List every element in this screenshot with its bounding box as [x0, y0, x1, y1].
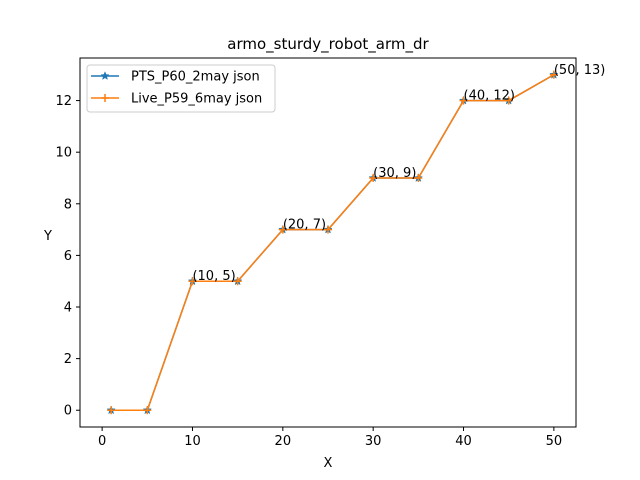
legend-marker-2	[101, 94, 109, 102]
y-axis-label: Y	[43, 229, 52, 244]
data-point-2-7	[369, 173, 378, 182]
axis-ticks: 0 10 20 30 40 50 0 2 4 6 8 10 12	[55, 94, 562, 449]
data-point-2-2	[143, 406, 152, 415]
y-tick-label-3: 4	[64, 301, 72, 316]
x-tick-label-5: 40	[455, 434, 472, 449]
x-tick-label-3: 20	[275, 434, 292, 449]
axes-frame	[79, 57, 577, 428]
y-tick-label-5: 8	[64, 197, 72, 212]
data-point-2-4	[233, 277, 242, 286]
annotation-label-2: (20, 7)	[283, 218, 326, 233]
y-tick-label-2: 2	[64, 352, 72, 367]
y-tick-label-6: 10	[55, 146, 72, 161]
y-tick-label-7: 12	[55, 94, 72, 109]
data-point-2-6	[324, 225, 332, 234]
y-tick-label-1: 0	[64, 404, 72, 419]
series-line-2	[111, 74, 555, 411]
x-tick-label-1: 0	[98, 434, 106, 449]
legend-label-1: PTS_P60_2may json	[131, 70, 260, 85]
y-tick-label-4: 6	[64, 249, 72, 264]
data-point-2-11	[549, 70, 558, 79]
data-point-2-8	[414, 173, 423, 182]
legend-marker-1	[100, 71, 110, 80]
data-point-2-5	[278, 225, 287, 234]
series-1	[106, 69, 559, 415]
annotation-label-5: (50, 13)	[554, 63, 606, 78]
x-tick-label-2: 10	[184, 434, 201, 449]
annotation-label-3: (30, 9)	[373, 166, 416, 181]
x-axis-label: X	[324, 456, 333, 471]
data-point-2-3	[188, 277, 197, 286]
series-line-1	[111, 74, 555, 411]
annotation-label-1: (10, 5)	[192, 269, 235, 284]
legend-label-2: Live_P59_6may json	[131, 92, 262, 107]
data-point-2-10	[504, 96, 513, 105]
legend-box	[86, 64, 276, 113]
data-point-2-9	[459, 96, 468, 105]
x-tick-label-6: 50	[546, 434, 563, 449]
data-point-2-1	[107, 406, 116, 415]
annotation-label-4: (40, 12)	[464, 89, 516, 104]
x-tick-label-4: 30	[365, 434, 382, 449]
chart-title: armo_sturdy_robot_arm_dr	[227, 35, 429, 54]
series-2	[107, 70, 558, 415]
plot-area: (10, 5) (20, 7) (30, 9) (40, 12) (50, 13)	[106, 63, 606, 415]
legend: PTS_P60_2may json Live_P59_6may json	[86, 64, 276, 113]
